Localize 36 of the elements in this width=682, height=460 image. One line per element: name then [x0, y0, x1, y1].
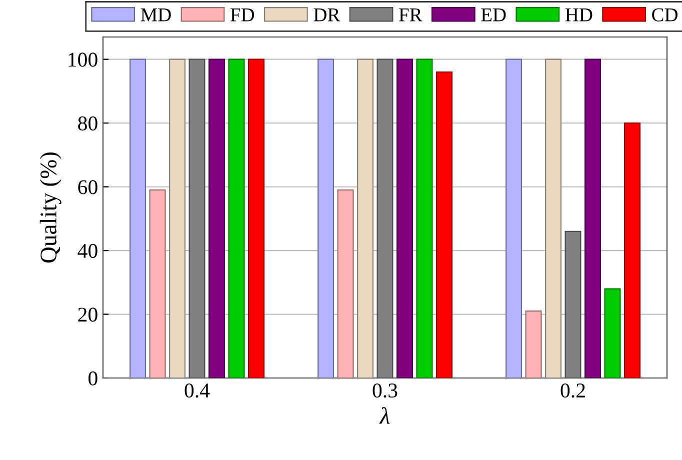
y-axis-title: Quality (%)	[40, 152, 62, 263]
bar	[228, 58, 245, 378]
bar	[169, 58, 186, 378]
bar	[525, 310, 542, 378]
x-axis-title: λ	[379, 407, 390, 424]
bar	[130, 58, 146, 378]
bar	[248, 58, 264, 378]
legend-label: ED	[481, 8, 506, 22]
legend-label: CD	[652, 8, 678, 22]
bar	[357, 58, 374, 378]
bar	[584, 58, 601, 378]
y-tick-label: 40	[78, 244, 98, 258]
bar	[624, 122, 640, 378]
y-tick-label: 60	[78, 180, 98, 194]
legend-label: MD	[140, 8, 171, 22]
y-tick-label: 80	[78, 116, 98, 130]
x-tick-label: 0.3	[372, 383, 398, 398]
bar	[506, 58, 522, 378]
legend-label: HD	[565, 8, 592, 22]
legend-label: FD	[230, 8, 254, 22]
bar	[149, 189, 166, 378]
bar	[337, 189, 354, 378]
x-tick-label: 0.2	[560, 383, 585, 398]
y-tick-label: 0	[88, 371, 98, 386]
bar	[604, 288, 621, 378]
x-tick-label: 0.4	[184, 383, 210, 398]
bar	[208, 58, 225, 378]
legend-label: DR	[314, 8, 340, 22]
bar	[318, 58, 334, 378]
y-tick-label: 100	[68, 52, 98, 67]
bar	[436, 72, 452, 378]
legend-label: FR	[399, 8, 422, 22]
bar	[545, 58, 562, 378]
bar	[396, 58, 413, 378]
y-tick-label: 20	[78, 308, 98, 322]
bar	[416, 58, 433, 378]
